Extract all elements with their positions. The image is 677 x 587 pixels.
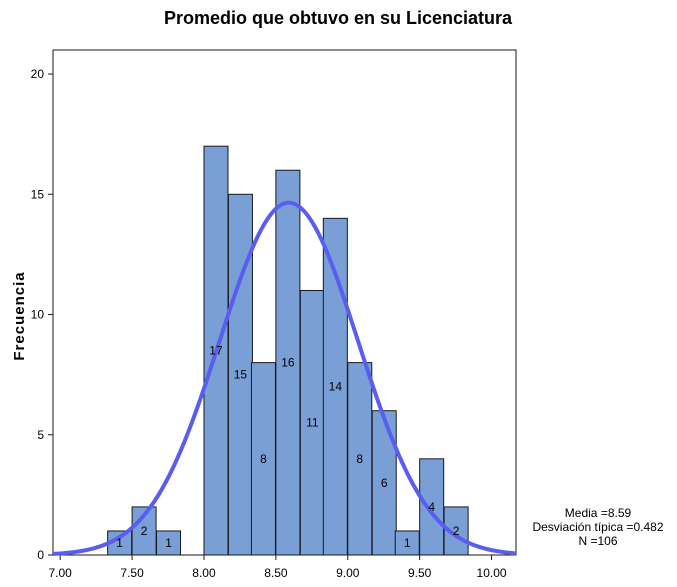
stat-n: N =106 <box>578 534 617 548</box>
normal-curve <box>52 200 517 556</box>
histogram-bar <box>299 289 325 556</box>
histogram-bar <box>275 169 301 556</box>
histogram-bar <box>203 145 229 556</box>
y-tick-label: 5 <box>37 428 44 442</box>
chart-title: Promedio que obtuvo en su Licenciatura <box>164 8 513 28</box>
y-axis-label: Frecuencia <box>11 271 28 360</box>
histogram-bar <box>347 362 373 556</box>
histogram-bar <box>394 530 420 556</box>
stat-sd: Desviación típica =0.482 <box>532 520 663 534</box>
bar-count-label: 15 <box>234 368 248 382</box>
bar-count-label: 2 <box>141 524 148 538</box>
y-tick-label: 15 <box>31 187 45 201</box>
bars-group <box>107 145 469 556</box>
bar-count-label: 4 <box>428 500 435 514</box>
y-axis: 0 5 10 15 20 <box>31 67 53 562</box>
x-tick-label: 7.00 <box>49 566 73 580</box>
x-tick-label: 7.50 <box>120 566 144 580</box>
bar-count-label: 1 <box>404 536 411 550</box>
bar-count-label: 8 <box>356 452 363 466</box>
bar-count-label: 8 <box>260 452 267 466</box>
bar-count-label: 17 <box>209 344 223 358</box>
bar-count-label: 16 <box>281 356 295 370</box>
x-tick-label: 10.00 <box>477 566 507 580</box>
histogram-bar <box>250 362 276 556</box>
y-tick-label: 0 <box>37 548 44 562</box>
bar-count-label: 11 <box>306 416 319 430</box>
y-tick-label: 20 <box>31 67 45 81</box>
bar-count-label: 2 <box>453 524 460 538</box>
histogram-bar <box>156 530 182 556</box>
x-tick-label: 8.00 <box>192 566 216 580</box>
bar-count-label: 1 <box>165 536 172 550</box>
x-tick-label: 9.00 <box>336 566 360 580</box>
stat-mean: Media =8.59 <box>565 506 632 520</box>
y-tick-label: 10 <box>31 308 45 322</box>
x-tick-label: 9.50 <box>408 566 432 580</box>
x-tick-label: 8.50 <box>264 566 288 580</box>
bar-count-label: 6 <box>381 476 388 490</box>
bar-count-label: 14 <box>329 380 343 394</box>
x-axis: 7.00 7.50 8.00 8.50 9.00 9.50 10.00 <box>49 555 507 580</box>
bar-count-label: 1 <box>116 536 123 550</box>
